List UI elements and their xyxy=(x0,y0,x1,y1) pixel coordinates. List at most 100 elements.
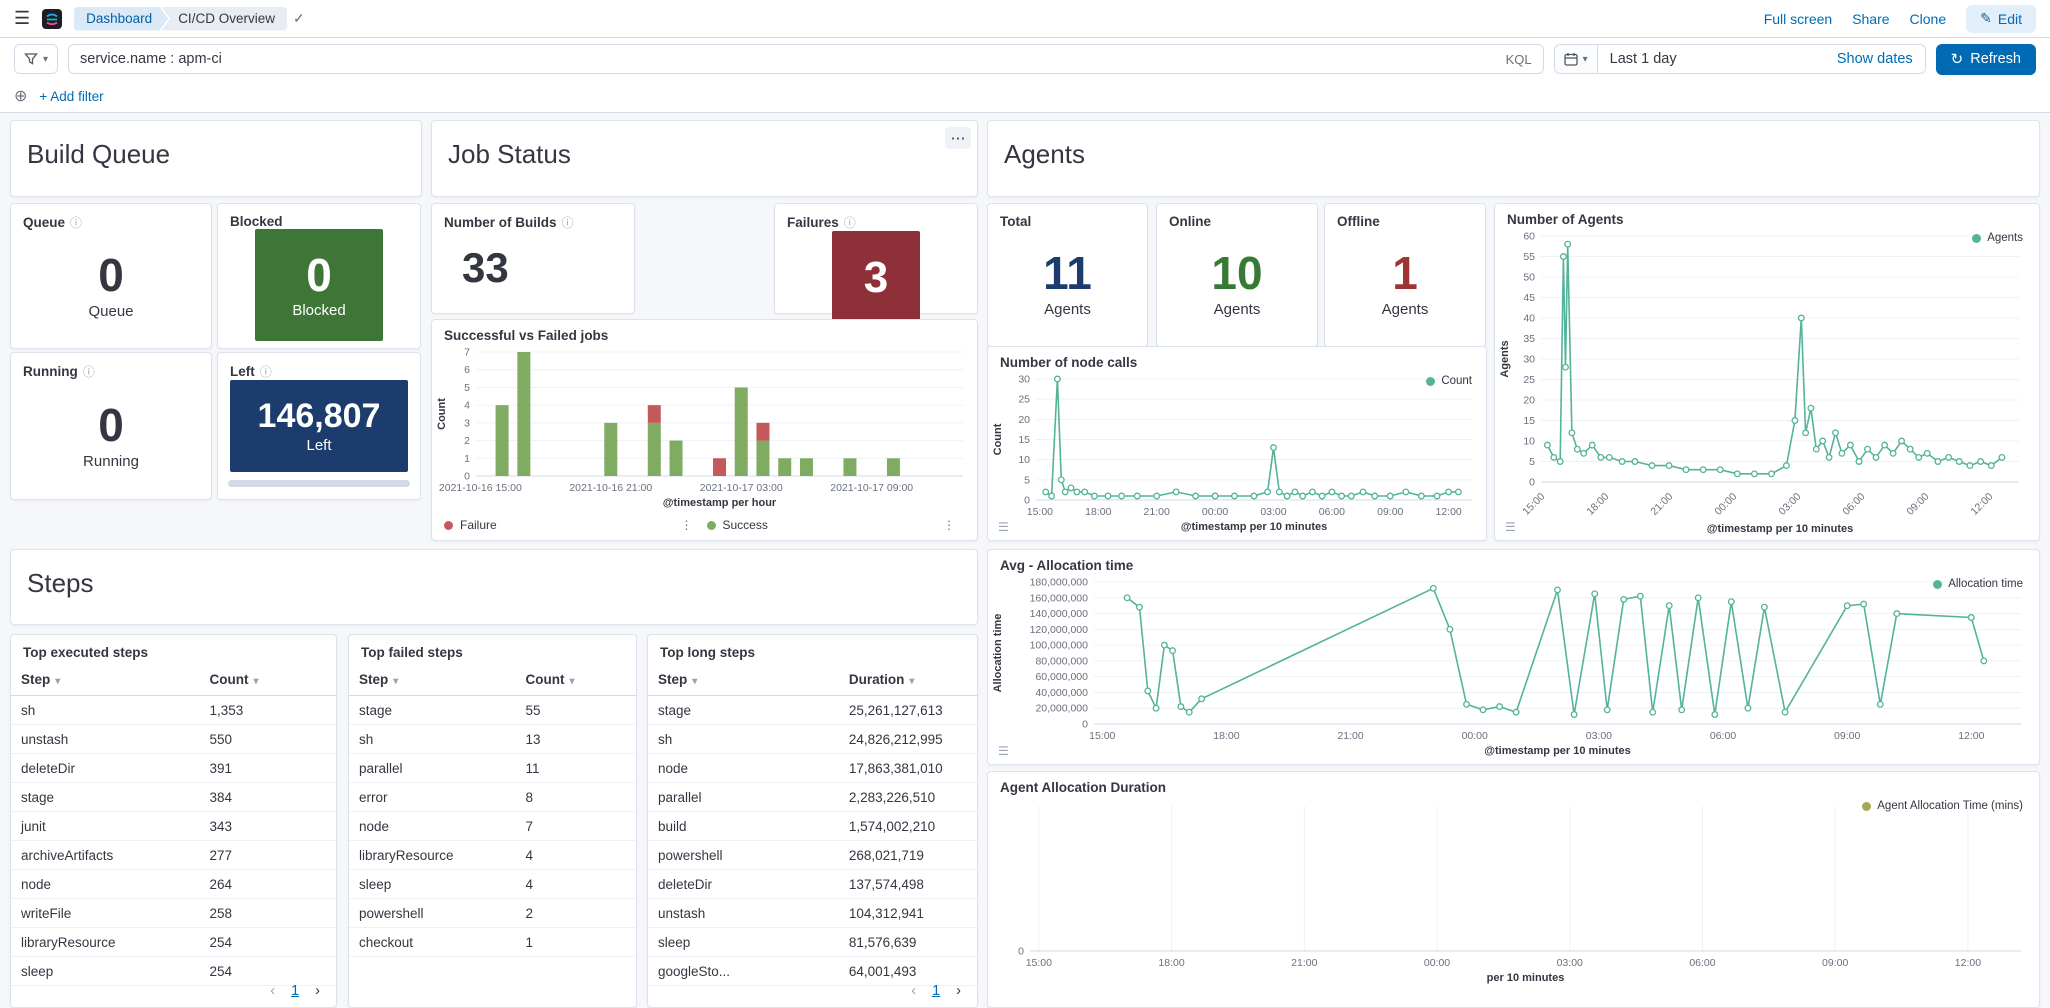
full-screen-link[interactable]: Full screen xyxy=(1763,10,1833,27)
saved-query-menu-button[interactable]: ▾ xyxy=(14,44,59,74)
time-range-value[interactable]: Last 1 day xyxy=(1609,51,1677,67)
svg-text:5: 5 xyxy=(464,382,470,394)
table-cell: 64,001,493 xyxy=(838,956,977,986)
elastic-logo-icon[interactable] xyxy=(42,8,63,29)
metric-label-row: Number of Builds ⓘ xyxy=(432,204,634,231)
breadcrumb-current-page[interactable]: CI/CD Overview xyxy=(161,6,287,31)
legend-item-failure[interactable]: Failure ⋮ xyxy=(444,518,707,532)
prev-page-button[interactable]: ‹ xyxy=(270,983,276,999)
queue-metric-panel: Queue ⓘ 0 Queue xyxy=(10,203,212,349)
edit-button[interactable]: ✎ Edit xyxy=(1966,4,2036,33)
svg-text:15: 15 xyxy=(1018,434,1030,446)
breadcrumb: Dashboard CI/CD Overview ✓ xyxy=(74,6,305,31)
metric-label-row: Blocked xyxy=(218,204,420,229)
svg-text:21:00: 21:00 xyxy=(1648,491,1675,518)
svg-text:15:00: 15:00 xyxy=(1520,491,1547,518)
table-row: junit 343 xyxy=(11,811,336,841)
column-header[interactable]: Step ▾ xyxy=(349,664,516,696)
calendar-menu-button[interactable]: ▾ xyxy=(1554,45,1598,73)
query-input[interactable] xyxy=(80,51,1498,67)
info-icon[interactable]: ⓘ xyxy=(70,216,83,230)
svg-text:06:00: 06:00 xyxy=(1319,506,1345,518)
query-language-button[interactable]: KQL xyxy=(1505,51,1532,67)
table-cell: 264 xyxy=(199,869,336,899)
next-page-button[interactable]: › xyxy=(956,983,961,999)
table-cell: powershell xyxy=(648,840,839,870)
legend-toggle-icon[interactable]: ☰ xyxy=(998,520,1009,534)
next-page-button[interactable]: › xyxy=(315,983,320,999)
column-header[interactable]: Step ▾ xyxy=(11,664,200,696)
global-filters-icon[interactable]: ⊕ xyxy=(14,88,28,105)
agent-allocation-duration-panel: Agent Allocation Duration Agent Allocati… xyxy=(987,771,2040,1008)
chart-legend[interactable]: Allocation time xyxy=(1933,578,2023,590)
info-icon[interactable]: ⓘ xyxy=(259,365,272,379)
table-row: libraryResource 254 xyxy=(11,927,336,957)
metric-value: 1 xyxy=(1392,246,1418,299)
svg-text:60,000,000: 60,000,000 xyxy=(1035,671,1088,683)
menu-icon[interactable]: ☰ xyxy=(14,8,31,28)
svg-text:12:00: 12:00 xyxy=(1436,506,1462,518)
query-bar: ▾ KQL ▾ Last 1 day Show dates ↻ Refresh xyxy=(0,38,2050,80)
svg-text:03:00: 03:00 xyxy=(1776,491,1803,518)
chart-legend[interactable]: Agents xyxy=(1972,232,2023,244)
legend-toggle-icon[interactable]: ☰ xyxy=(1505,520,1516,534)
column-header[interactable]: Step ▾ xyxy=(648,664,839,696)
metric-value: 146,807 xyxy=(257,396,381,435)
svg-text:09:00: 09:00 xyxy=(1377,506,1403,518)
svg-text:Allocation time: Allocation time xyxy=(992,614,1004,693)
svg-text:7: 7 xyxy=(464,347,470,359)
table-cell: 258 xyxy=(199,898,336,928)
number-of-agents-chart: 0 5 10 15 20 25 30 35 40 45 50 55 60 15:00 18:00 21:00 0… xyxy=(1495,228,2039,540)
metric-body: 11 Agents xyxy=(988,229,1147,346)
column-header[interactable]: Count ▾ xyxy=(199,664,336,696)
legend-dot xyxy=(706,520,716,530)
svg-text:6: 6 xyxy=(464,364,470,376)
running-metric-panel: Running ⓘ 0 Running xyxy=(10,352,212,500)
info-icon[interactable]: ⓘ xyxy=(561,216,574,230)
sort-caret-icon: ▾ xyxy=(692,676,698,687)
table-cell: unstash xyxy=(648,898,839,928)
failures-color-box: 3 xyxy=(832,231,920,325)
page-number-button[interactable]: 1 xyxy=(932,983,941,999)
chart-legend[interactable]: Agent Allocation Time (mins) xyxy=(1862,800,2023,812)
prev-page-button[interactable]: ‹ xyxy=(911,983,917,999)
legend-menu-icon[interactable]: ⋮ xyxy=(943,518,955,532)
show-dates-link[interactable]: Show dates xyxy=(1836,51,1913,67)
failures-panel: Failures ⓘ 3 xyxy=(774,203,978,325)
svg-text:20: 20 xyxy=(1523,395,1535,407)
legend-menu-icon[interactable]: ⋮ xyxy=(680,518,693,532)
svg-text:0: 0 xyxy=(1024,495,1030,507)
add-filter-link[interactable]: + Add filter xyxy=(39,88,104,104)
saved-check-icon: ✓ xyxy=(292,10,305,26)
legend-label: Allocation time xyxy=(1948,578,2023,590)
table-cell: sleep xyxy=(349,869,516,899)
agents-offline-panel: Offline 1 Agents xyxy=(1324,203,1486,347)
breadcrumb-dashboard[interactable]: Dashboard xyxy=(74,7,168,31)
refresh-button[interactable]: ↻ Refresh xyxy=(1935,43,2036,75)
panel-options-button[interactable]: ⋯ xyxy=(945,127,971,149)
node_calls-chart-canvas: 0 5 10 15 20 25 30 15:00 18:00 21:00 00:00 03:00 06:… xyxy=(992,374,1472,533)
legend-toggle-icon[interactable]: ☰ xyxy=(998,744,1009,758)
svg-text:Agents: Agents xyxy=(1499,340,1511,377)
svg-text:21:00: 21:00 xyxy=(1337,730,1363,742)
clone-link[interactable]: Clone xyxy=(1909,10,1947,27)
page-number-button[interactable]: 1 xyxy=(291,983,300,999)
column-header[interactable]: Duration ▾ xyxy=(838,664,977,696)
table-cell: build xyxy=(648,811,839,841)
pencil-icon: ✎ xyxy=(1980,10,1992,26)
legend-item-success[interactable]: Success ⋮ xyxy=(706,518,970,532)
info-icon[interactable]: ⓘ xyxy=(843,216,856,230)
table-cell: 11 xyxy=(515,753,636,783)
svg-text:45: 45 xyxy=(1523,292,1535,304)
info-icon[interactable]: ⓘ xyxy=(82,365,95,379)
table-row: deleteDir 391 xyxy=(11,753,336,783)
steps-title-panel: Steps xyxy=(10,549,978,625)
chart-legend[interactable]: Count xyxy=(1426,375,1472,387)
svg-text:06:00: 06:00 xyxy=(1840,491,1867,518)
table-cell: 4 xyxy=(515,840,636,870)
metric-label-row: Offline xyxy=(1325,204,1485,229)
table-row: checkout 1 xyxy=(349,927,636,957)
share-link[interactable]: Share xyxy=(1852,10,1890,27)
column-header[interactable]: Count ▾ xyxy=(515,664,636,696)
table-cell: node xyxy=(349,811,516,841)
